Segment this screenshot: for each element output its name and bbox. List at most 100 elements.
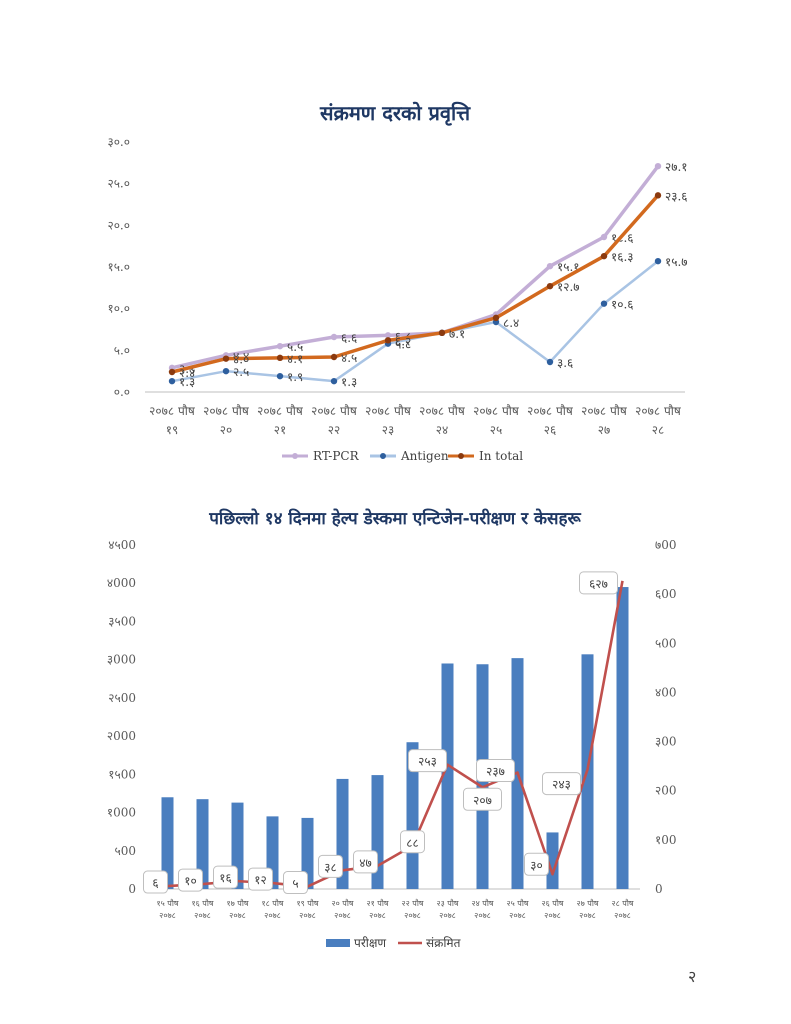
callout-box xyxy=(463,787,502,811)
legend-label-parikshan: परीक्षण xyxy=(354,936,386,950)
data-point-total xyxy=(438,329,446,337)
callout-box xyxy=(579,571,618,595)
x-tick-label: २८ xyxy=(652,423,664,437)
data-point-total xyxy=(654,192,662,199)
data-label-sankramit: ६ xyxy=(152,876,158,890)
data-label-total: ४.० xyxy=(233,353,249,367)
y-left-tick-label: ४५00 xyxy=(108,538,136,552)
x-tick-label: २०७८ पौष xyxy=(473,404,520,418)
data-label-sankramit: २५३ xyxy=(418,755,437,769)
x-tick-label: २०७८ पौष xyxy=(149,404,196,418)
x-tick-label: २२ xyxy=(328,423,340,437)
data-label-rtpcr: ५.५ xyxy=(287,340,303,354)
legend-label-antigen: Antigen xyxy=(400,449,449,463)
data-label-sankramit: २३७ xyxy=(486,765,505,779)
y-tick-label: ३०.० xyxy=(107,135,130,149)
bar-parikshan xyxy=(161,797,174,889)
x-tick-label: २१ xyxy=(274,423,286,437)
y-left-tick-label: २000 xyxy=(107,729,136,743)
data-label-total: २३.६ xyxy=(665,189,688,203)
chart-title: संक्रमण दरको प्रवृत्ति xyxy=(319,101,471,126)
x-tick-label: २०७८ पौष xyxy=(635,404,682,418)
legend-marker-total xyxy=(458,453,464,459)
data-label-antigen: १.३ xyxy=(341,375,357,389)
y-tick-label: ५.० xyxy=(114,343,130,357)
data-point-rtpcr xyxy=(276,342,284,350)
data-point-rtpcr xyxy=(600,233,608,241)
x-tick-label: २०७८ पौष xyxy=(257,404,304,418)
x-tick-label: २०७८ xyxy=(334,911,351,920)
data-point-rtpcr xyxy=(330,333,338,341)
y-left-tick-label: ५00 xyxy=(114,844,136,858)
callout-box xyxy=(318,854,343,878)
y-right-tick-label: १00 xyxy=(655,833,677,847)
y-tick-label: १५.० xyxy=(107,260,130,274)
x-tick-label: २०७८ xyxy=(579,911,596,920)
callout-box xyxy=(248,867,273,891)
data-point-total xyxy=(276,354,284,362)
page-number: २ xyxy=(688,967,697,986)
x-tick-label: २०७८ xyxy=(369,911,386,920)
x-tick-label: २०७८ xyxy=(299,911,316,920)
data-label-sankramit: २०७ xyxy=(473,793,492,807)
legend-label-total: In total xyxy=(479,449,523,463)
x-tick-label: २१ पौष xyxy=(366,898,388,908)
y-right-tick-label: 0 xyxy=(655,882,663,896)
y-right-tick-label: ३00 xyxy=(655,735,677,749)
x-tick-label: २०७८ xyxy=(544,911,561,920)
bar-parikshan xyxy=(546,832,559,889)
data-label-total: २.४ xyxy=(179,366,195,380)
y-right-tick-label: ७00 xyxy=(655,538,677,552)
data-label-antigen: १५.७ xyxy=(665,255,688,269)
x-tick-label: २०७८ xyxy=(439,911,456,920)
callout-box xyxy=(213,865,238,889)
x-tick-label: २०७८ पौष xyxy=(311,404,358,418)
x-tick-label: २४ xyxy=(436,423,448,437)
data-point-total xyxy=(222,355,230,362)
y-tick-label: १०.० xyxy=(107,302,130,316)
data-label-antigen: ३.६ xyxy=(557,356,573,370)
x-tick-label: १८ पौष xyxy=(261,898,283,908)
x-tick-label: १६ पौष xyxy=(191,898,213,908)
x-tick-label: २७ xyxy=(598,423,610,437)
x-tick-label: १७ पौष xyxy=(226,898,248,908)
x-tick-label: २७ पौष xyxy=(576,898,598,908)
data-label-sankramit: १० xyxy=(184,874,196,888)
data-point-antigen xyxy=(654,257,662,265)
callout-box xyxy=(524,852,549,876)
data-point-total xyxy=(492,314,500,322)
data-label-rtpcr: २७.१ xyxy=(665,160,688,174)
legend-swatch-parikshan xyxy=(326,939,350,947)
x-tick-label: २५ पौष xyxy=(506,898,528,908)
x-tick-label: २०७८ xyxy=(159,911,176,920)
y-right-tick-label: २00 xyxy=(655,784,677,798)
y-right-tick-label: ६00 xyxy=(655,587,677,601)
data-point-total xyxy=(600,252,608,260)
data-point-antigen xyxy=(330,377,338,385)
y-left-tick-label: २५00 xyxy=(108,691,136,705)
x-tick-label: २८ पौष xyxy=(611,898,633,908)
data-label-antigen: १०.६ xyxy=(611,298,634,312)
x-tick-label: २०७८ xyxy=(614,911,631,920)
bar-parikshan xyxy=(616,587,629,889)
data-point-antigen xyxy=(276,372,284,380)
x-tick-label: २६ xyxy=(544,423,556,437)
y-right-tick-label: ४00 xyxy=(655,685,677,699)
x-tick-label: २० पौष xyxy=(331,898,353,908)
x-tick-label: १५ पौष xyxy=(156,898,178,908)
callout-box xyxy=(408,749,447,773)
data-point-antigen xyxy=(222,367,230,375)
data-label-rtpcr: १५.१ xyxy=(557,260,580,274)
x-tick-label: २०७८ xyxy=(509,911,526,920)
data-label-sankramit: ८८ xyxy=(406,836,418,850)
x-tick-label: २५ xyxy=(490,423,502,437)
y-left-tick-label: १५00 xyxy=(108,767,136,781)
series-line-total xyxy=(171,194,660,374)
x-tick-label: २३ पौष xyxy=(436,898,458,908)
bar-parikshan xyxy=(196,799,209,889)
series-line-rtpcr xyxy=(171,165,660,370)
data-label-sankramit: १२ xyxy=(254,873,266,887)
x-tick-label: १९ xyxy=(166,423,178,437)
bar-parikshan xyxy=(441,663,454,889)
